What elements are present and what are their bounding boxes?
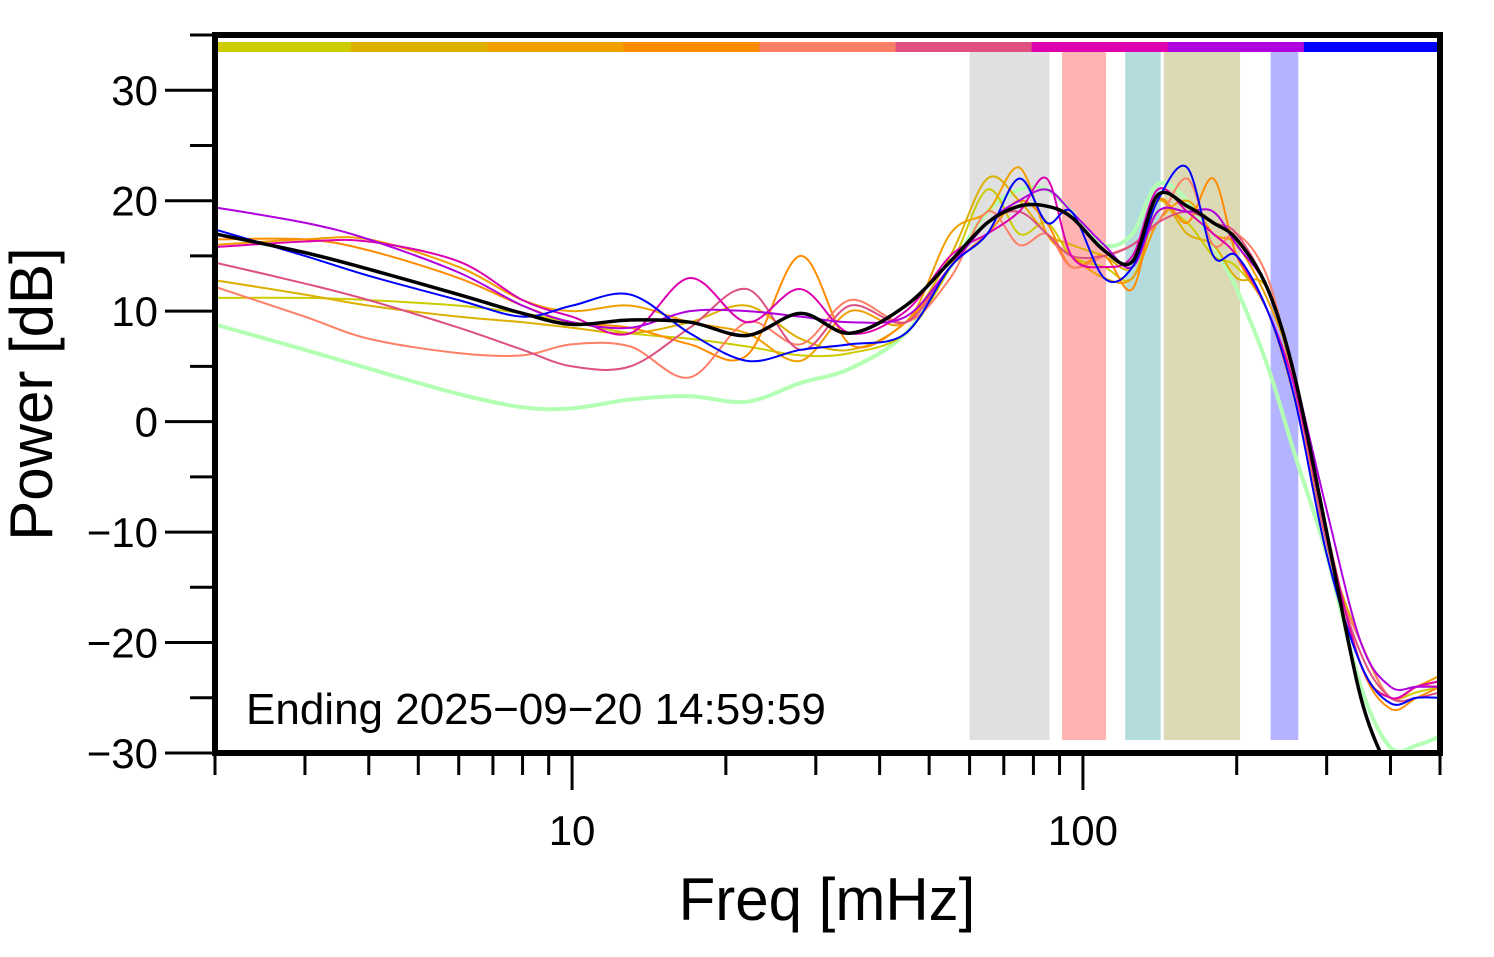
series-line bbox=[215, 177, 1440, 701]
color-bar-segment bbox=[895, 42, 1033, 52]
series-line bbox=[215, 177, 1440, 712]
frequency-band bbox=[969, 52, 1050, 740]
x-axis: 10 100 bbox=[213, 753, 1442, 854]
x-tick-label: 100 bbox=[1048, 807, 1118, 854]
y-axis: 30 20 10 0 −10 −20 −30 bbox=[87, 33, 215, 777]
series-line bbox=[215, 190, 1383, 753]
y-tick-label: 10 bbox=[111, 288, 158, 335]
color-bar-segment bbox=[351, 42, 488, 52]
color-bar-segment bbox=[1303, 42, 1441, 52]
frequency-bands bbox=[969, 52, 1299, 740]
series-lines bbox=[215, 164, 1440, 753]
color-bar bbox=[215, 42, 1441, 52]
y-tick-label: −10 bbox=[87, 509, 158, 556]
x-tick-label: 10 bbox=[549, 807, 596, 854]
frequency-band bbox=[1163, 52, 1241, 740]
x-axis-label: Freq [mHz] bbox=[679, 866, 976, 933]
series-line bbox=[215, 164, 1440, 706]
color-bar-segment bbox=[1167, 42, 1305, 52]
y-tick-label: 30 bbox=[111, 67, 158, 114]
series-line bbox=[215, 180, 1440, 753]
frequency-band bbox=[1062, 52, 1107, 740]
y-tick-label: 0 bbox=[135, 399, 158, 446]
y-tick-label: −30 bbox=[87, 730, 158, 777]
color-bar-segment bbox=[623, 42, 760, 52]
annotation-text: Ending 2025−09−20 14:59:59 bbox=[246, 685, 826, 734]
plot-frame bbox=[212, 32, 1443, 756]
color-bar-segment bbox=[487, 42, 624, 52]
color-bar-segment bbox=[759, 42, 897, 52]
color-bar-segment bbox=[215, 42, 352, 52]
y-axis-label: Power [dB] bbox=[0, 247, 65, 540]
color-bar-segment bbox=[1031, 42, 1169, 52]
frequency-band bbox=[1125, 52, 1161, 740]
y-tick-label: 20 bbox=[111, 178, 158, 225]
y-tick-label: −20 bbox=[87, 620, 158, 667]
